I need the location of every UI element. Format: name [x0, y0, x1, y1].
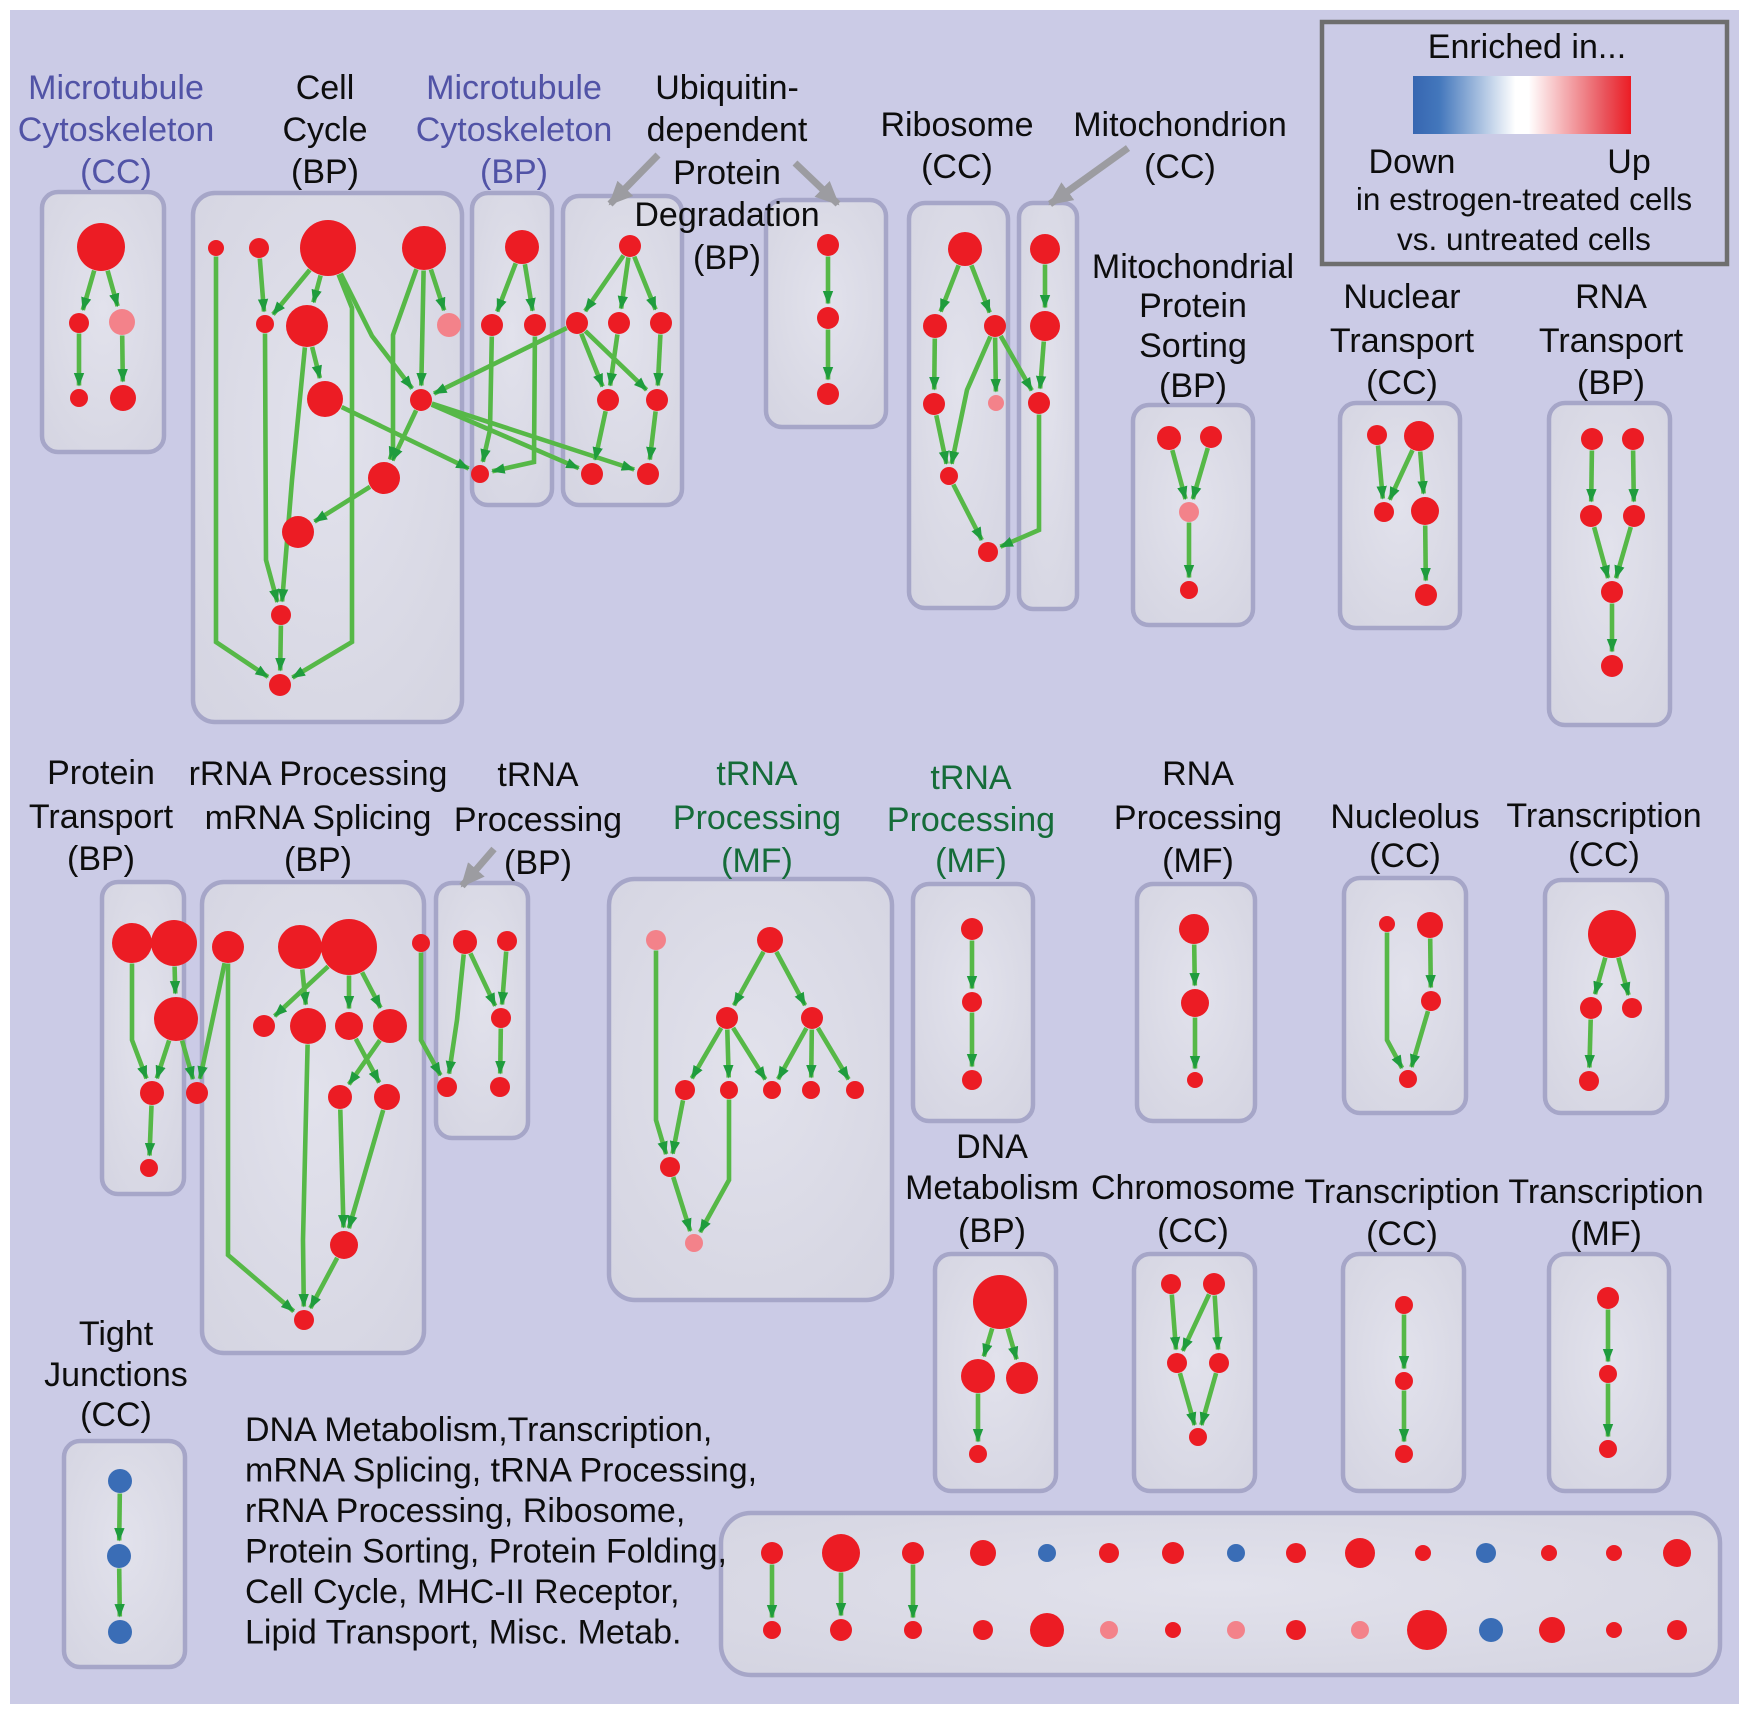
svg-text:vs. untreated cells: vs. untreated cells	[1397, 221, 1651, 257]
svg-text:(CC): (CC)	[1366, 364, 1438, 402]
svg-text:RNA: RNA	[1575, 278, 1647, 316]
svg-text:(CC): (CC)	[1568, 836, 1640, 874]
svg-text:Sorting: Sorting	[1139, 327, 1247, 365]
svg-text:Mitochondrion: Mitochondrion	[1073, 106, 1287, 144]
svg-text:in estrogen-treated cells: in estrogen-treated cells	[1356, 181, 1692, 217]
svg-text:Processing: Processing	[454, 801, 622, 839]
svg-text:Transport: Transport	[1539, 322, 1684, 360]
svg-text:Tight: Tight	[79, 1315, 154, 1353]
svg-text:Protein: Protein	[673, 154, 781, 192]
svg-text:(BP): (BP)	[480, 153, 548, 191]
svg-text:mRNA Splicing, tRNA Processing: mRNA Splicing, tRNA Processing,	[245, 1452, 757, 1490]
svg-text:rRNA Processing: rRNA Processing	[189, 755, 448, 793]
svg-text:(CC): (CC)	[80, 1396, 152, 1434]
svg-text:(BP): (BP)	[291, 153, 359, 191]
svg-text:Up: Up	[1607, 143, 1650, 181]
svg-text:Cycle: Cycle	[282, 111, 367, 149]
svg-text:(BP): (BP)	[1577, 364, 1645, 402]
svg-text:Down: Down	[1369, 143, 1456, 181]
svg-text:rRNA Processing, Ribosome,: rRNA Processing, Ribosome,	[245, 1492, 685, 1530]
svg-text:Ubiquitin-: Ubiquitin-	[655, 69, 799, 107]
svg-text:Transcription: Transcription	[1304, 1173, 1499, 1211]
svg-text:Processing: Processing	[673, 799, 841, 837]
svg-text:Processing: Processing	[887, 801, 1055, 839]
svg-text:RNA: RNA	[1162, 755, 1234, 793]
svg-text:(CC): (CC)	[1144, 148, 1216, 186]
svg-text:Nuclear: Nuclear	[1343, 278, 1460, 316]
svg-text:Transcription: Transcription	[1508, 1173, 1703, 1211]
svg-text:Ribosome: Ribosome	[880, 106, 1033, 144]
svg-text:Junctions: Junctions	[44, 1356, 188, 1394]
svg-text:Microtubule: Microtubule	[426, 69, 602, 107]
svg-text:Protein: Protein	[1139, 287, 1247, 325]
svg-text:tRNA: tRNA	[497, 756, 579, 794]
svg-text:Metabolism: Metabolism	[905, 1169, 1079, 1207]
svg-text:(BP): (BP)	[284, 841, 352, 879]
svg-text:Chromosome: Chromosome	[1091, 1169, 1295, 1207]
svg-text:DNA: DNA	[956, 1128, 1028, 1166]
svg-text:mRNA Splicing: mRNA Splicing	[205, 799, 432, 837]
svg-text:(CC): (CC)	[80, 153, 152, 191]
svg-text:Cytoskeleton: Cytoskeleton	[416, 111, 613, 149]
svg-text:Protein Sorting, Protein Foldi: Protein Sorting, Protein Folding,	[245, 1533, 727, 1571]
svg-text:Cell Cycle, MHC-II Receptor,: Cell Cycle, MHC-II Receptor,	[245, 1573, 680, 1611]
svg-text:(CC): (CC)	[1369, 837, 1441, 875]
svg-text:(CC): (CC)	[1157, 1212, 1229, 1250]
svg-text:Nucleolus: Nucleolus	[1330, 798, 1479, 836]
svg-text:Transport: Transport	[1330, 322, 1475, 360]
svg-text:Enriched in...: Enriched in...	[1428, 28, 1626, 66]
svg-text:tRNA: tRNA	[930, 759, 1012, 797]
svg-text:Mitochondrial: Mitochondrial	[1092, 248, 1294, 286]
svg-text:(CC): (CC)	[921, 148, 993, 186]
svg-text:(MF): (MF)	[935, 842, 1007, 880]
svg-text:Lipid Transport, Misc. Metab.: Lipid Transport, Misc. Metab.	[245, 1614, 682, 1652]
svg-text:DNA Metabolism,Transcription,: DNA Metabolism,Transcription,	[245, 1411, 712, 1449]
svg-text:(BP): (BP)	[1159, 367, 1227, 405]
svg-text:(BP): (BP)	[958, 1212, 1026, 1250]
svg-text:Processing: Processing	[1114, 799, 1282, 837]
svg-text:(MF): (MF)	[721, 842, 793, 880]
svg-text:Cell: Cell	[296, 69, 355, 107]
svg-text:Degradation: Degradation	[634, 196, 819, 234]
svg-text:dependent: dependent	[647, 111, 808, 149]
svg-text:(MF): (MF)	[1162, 842, 1234, 880]
svg-text:(BP): (BP)	[504, 844, 572, 882]
svg-text:tRNA: tRNA	[716, 755, 798, 793]
svg-text:(BP): (BP)	[693, 239, 761, 277]
svg-text:Transcription: Transcription	[1506, 797, 1701, 835]
svg-text:Cytoskeleton: Cytoskeleton	[18, 111, 215, 149]
svg-text:Protein: Protein	[47, 754, 155, 792]
svg-text:Transport: Transport	[29, 798, 174, 836]
svg-text:(CC): (CC)	[1366, 1215, 1438, 1253]
svg-text:Microtubule: Microtubule	[28, 69, 204, 107]
svg-text:(BP): (BP)	[67, 840, 135, 878]
svg-text:(MF): (MF)	[1570, 1215, 1642, 1253]
